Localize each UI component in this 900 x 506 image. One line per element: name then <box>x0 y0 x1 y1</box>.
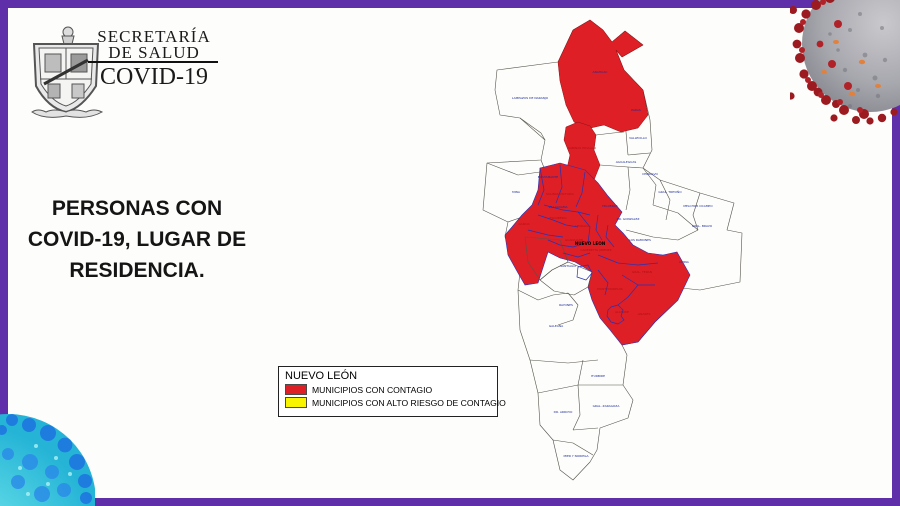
svg-text:CHINA: CHINA <box>679 260 689 264</box>
title-line-2: COVID-19, LUGAR DE <box>27 228 247 251</box>
svg-text:MONTEMORELOS: MONTEMORELOS <box>597 287 623 291</box>
region-white-enclave <box>606 304 625 325</box>
svg-text:GRAL. ZARAGOZA: GRAL. ZARAGOZA <box>593 404 621 408</box>
svg-text:APODACA: APODACA <box>575 224 591 228</box>
nuevo-leon-map: LAMPAZOS DE NARANJO ANAHUAC PARAS VALLECILL… <box>482 19 743 481</box>
svg-text:ITURBIDE: ITURBIDE <box>591 374 605 378</box>
svg-text:GARCIA: GARCIA <box>518 222 530 226</box>
coronavirus-image-red-icon <box>790 0 900 125</box>
svg-text:NUEVO LEON: NUEVO LEON <box>575 241 606 246</box>
yellow-swatch <box>285 397 307 408</box>
legend-item-contagio: MUNICIPIOS CON CONTAGIO <box>285 384 497 395</box>
municipal-borders <box>486 104 701 456</box>
header-divider <box>88 61 218 63</box>
legend-label-contagio: MUNICIPIOS CON CONTAGIO <box>312 384 433 395</box>
legend-box: NUEVO LEÓN MUNICIPIOS CON CONTAGIO MUNIC… <box>278 366 506 417</box>
agency-name: SECRETARÍA DE SALUD <box>88 27 220 62</box>
svg-text:SALINAS VICTORIA: SALINAS VICTORIA <box>546 192 575 196</box>
svg-text:CERRALVO: CERRALVO <box>642 172 658 176</box>
region-small-yellow-enclave <box>576 264 593 281</box>
map-labels: LAMPAZOS DE NARANJO ANAHUAC PARAS VALLECILL… <box>512 70 713 458</box>
legend-label-riesgo: MUNICIPIOS CON ALTO RIESGO DE CONTAGIO <box>312 397 506 408</box>
region-santiago <box>539 261 593 296</box>
svg-text:GRAL. TERAN: GRAL. TERAN <box>632 270 652 274</box>
legend-item-riesgo: MUNICIPIOS CON ALTO RIESGO DE CONTAGIO <box>285 397 506 408</box>
agency-line1: SECRETARÍA <box>97 27 211 46</box>
nuevo-leon-coat-of-arms <box>31 26 104 118</box>
svg-text:MINA: MINA <box>512 190 521 194</box>
region-anahuac <box>557 19 649 133</box>
svg-text:CADEREYTA JIMENEZ: CADEREYTA JIMENEZ <box>580 248 611 252</box>
program-name: COVID-19 <box>100 64 208 90</box>
svg-text:PARAS: PARAS <box>631 108 641 112</box>
region-metro-southeast <box>504 162 691 346</box>
svg-text:DR. ARROYO: DR. ARROYO <box>554 410 573 414</box>
svg-text:LOS RAMONES: LOS RAMONES <box>629 238 651 242</box>
title-line-1: PERSONAS CON <box>51 197 223 220</box>
svg-text:SABINAS HIDALGO: SABINAS HIDALGO <box>568 146 597 150</box>
svg-text:ANAHUAC: ANAHUAC <box>593 70 608 74</box>
svg-text:GUADALUPE: GUADALUPE <box>565 238 583 242</box>
metro-borders <box>527 164 659 306</box>
svg-text:ALLENDE: ALLENDE <box>615 310 629 314</box>
svg-text:GRAL. BRAVO: GRAL. BRAVO <box>692 224 713 228</box>
svg-text:LAMPAZOS DE NARANJO: LAMPAZOS DE NARANJO <box>512 96 549 100</box>
svg-text:GRAL. TREVIÑO: GRAL. TREVIÑO <box>658 189 682 194</box>
svg-text:SANTIAGO: SANTIAGO <box>560 264 576 268</box>
svg-text:VILLALDAMA: VILLALDAMA <box>548 205 568 209</box>
coronavirus-image-blue-icon <box>0 414 95 506</box>
svg-text:VALLECILLO: VALLECILLO <box>629 136 647 140</box>
svg-text:MELCHOR OCAMPO: MELCHOR OCAMPO <box>683 204 713 208</box>
svg-text:DR. GONZALEZ: DR. GONZALEZ <box>617 217 640 221</box>
svg-text:GALEANA: GALEANA <box>549 324 564 328</box>
svg-text:ESCOBEDO: ESCOBEDO <box>550 216 568 220</box>
slide-title: PERSONAS CON COVID-19, LUGAR DE RESIDENC… <box>26 193 248 286</box>
title-line-3: RESIDENCIA. <box>69 259 205 282</box>
svg-text:BUSTAMANTE: BUSTAMANTE <box>538 175 559 179</box>
svg-text:AGUALEGUAS: AGUALEGUAS <box>616 160 637 164</box>
svg-text:RAYONES: RAYONES <box>559 303 573 307</box>
svg-text:HIGUERAS: HIGUERAS <box>602 204 618 208</box>
svg-text:MIER Y NORIEGA: MIER Y NORIEGA <box>563 454 589 458</box>
agency-line2: DE SALUD <box>108 43 200 62</box>
legend-title: NUEVO LEÓN <box>285 370 358 382</box>
svg-text:LINARES: LINARES <box>638 312 651 316</box>
red-swatch <box>285 384 307 395</box>
